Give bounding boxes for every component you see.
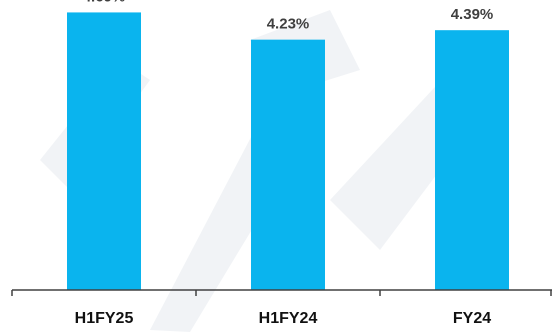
- category-labels-group: H1FY25 H1FY24 FY24: [75, 310, 492, 327]
- category-label-h1fy25: H1FY25: [75, 310, 134, 327]
- category-label-fy24: FY24: [453, 310, 491, 327]
- data-label-h1fy25: 4.69%: [83, 0, 126, 5]
- bars-group: [67, 12, 509, 291]
- x-axis: [11, 289, 552, 296]
- bar-fy24: [435, 30, 509, 290]
- category-label-h1fy24: H1FY24: [259, 310, 318, 327]
- data-label-h1fy24: 4.23%: [267, 16, 310, 33]
- data-label-fy24: 4.39%: [451, 6, 494, 23]
- bar-h1fy24: [251, 39, 325, 290]
- data-labels-group: 4.69% 4.23% 4.39%: [83, 0, 494, 33]
- bar-h1fy25: [67, 12, 141, 291]
